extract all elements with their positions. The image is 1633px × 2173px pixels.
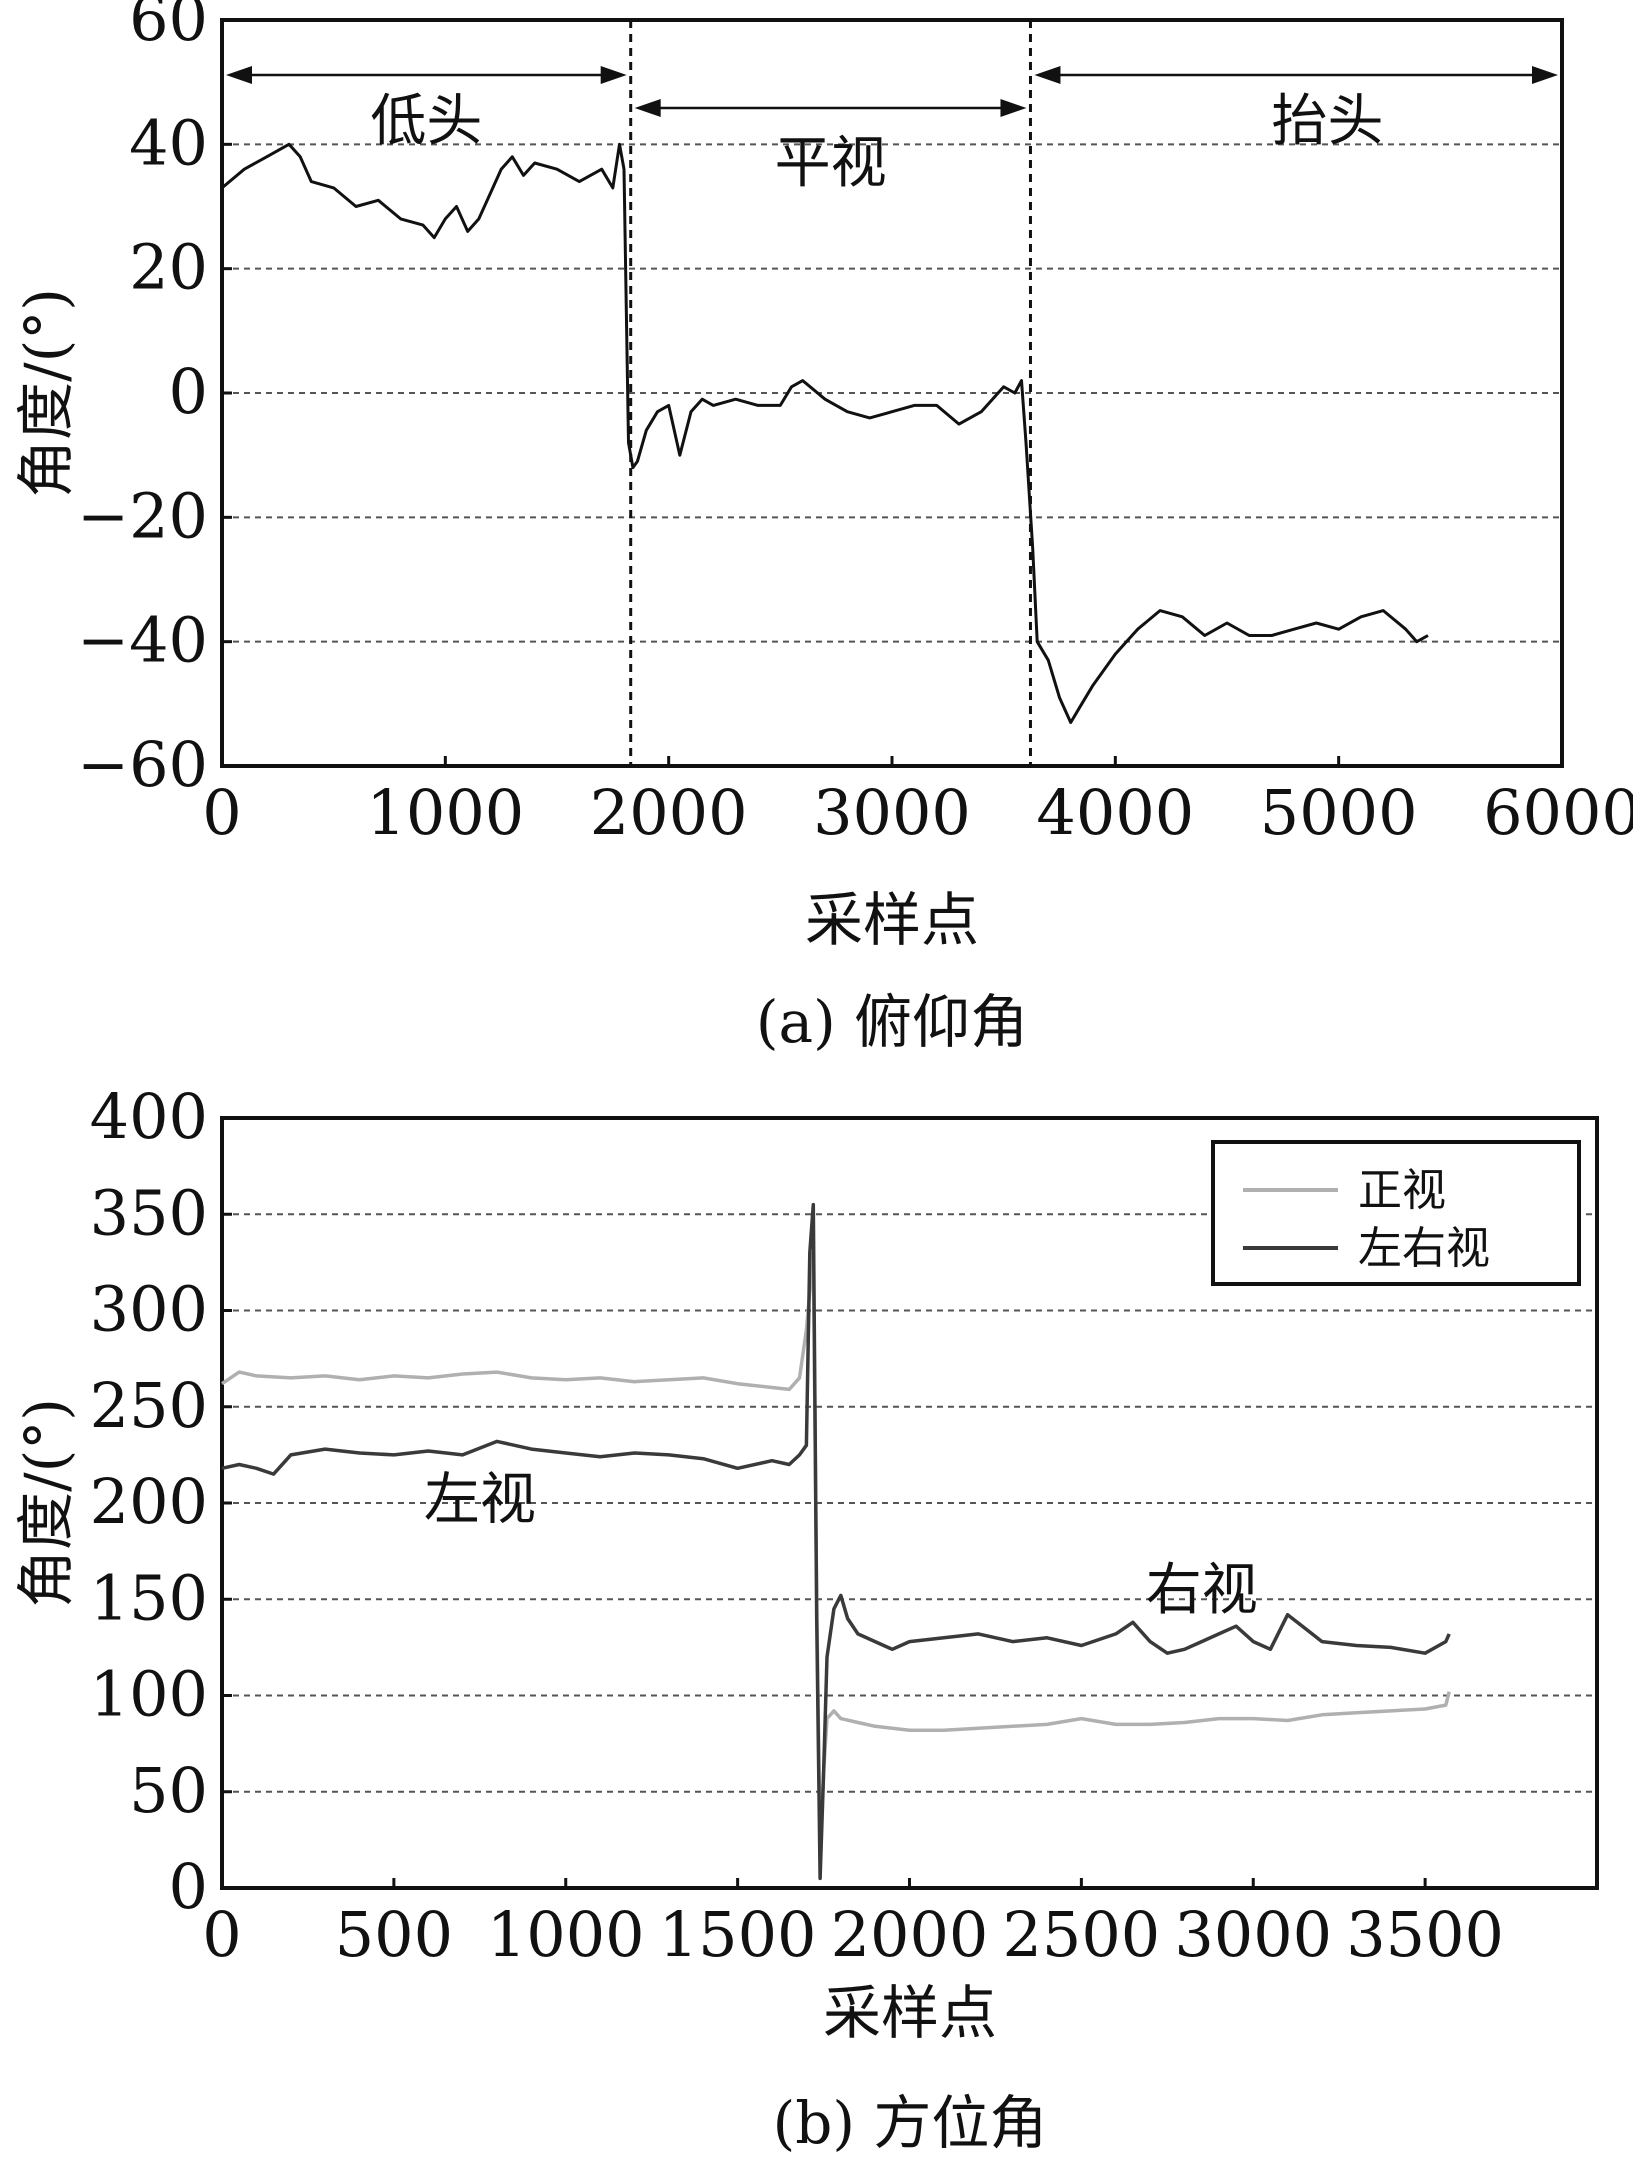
y-tick-label: −40 <box>77 604 208 677</box>
arrow-head-left <box>226 66 252 84</box>
arrow-head-right <box>600 66 627 84</box>
y-tick-label: 250 <box>90 1369 208 1442</box>
region-arrow-1 <box>634 99 1027 117</box>
arrow-head-left <box>1034 66 1061 84</box>
pitch-angle-chart: −60 −40 −20 0 20 40 60 0 1000 2000 3000 4000 5000 60… <box>12 0 1633 1056</box>
grid-a <box>222 143 1562 643</box>
y-axis-title-b: 角度/(°) <box>12 1398 80 1608</box>
region-boundaries-a <box>629 20 1032 766</box>
region-label: 抬头 <box>1272 89 1384 154</box>
y-tick-label: 200 <box>90 1465 208 1538</box>
legend-box <box>1211 1140 1581 1286</box>
x-tick-label: 3000 <box>813 776 971 849</box>
x-tick-label: 0 <box>202 1898 241 1971</box>
x-tick-label: 4000 <box>1036 776 1194 849</box>
caption-b: (b) 方位角 <box>773 2089 1048 2157</box>
series-b <box>221 1202 1451 1881</box>
x-axis-title-b: 采样点 <box>823 1979 997 2047</box>
y-tick-label: 350 <box>90 1176 208 1249</box>
region-arrow-2 <box>1034 66 1558 84</box>
x-ticks-a: 0 1000 2000 3000 4000 5000 6000 <box>202 756 1633 849</box>
grid-b <box>222 1213 1597 1793</box>
y-tick-label: −60 <box>77 728 208 801</box>
region-label: 平视 <box>775 131 887 196</box>
legend-label: 正视 <box>1358 1165 1446 1216</box>
azimuth-angle-chart: 0 50 100 150 200 250 300 350 400 0 500 1000 1500 200… <box>12 1080 1599 2157</box>
legend-label: 左右视 <box>1358 1223 1490 1274</box>
series-line-1 <box>221 1202 1451 1881</box>
y-tick-label: 20 <box>129 231 208 304</box>
series-a <box>221 142 1429 724</box>
x-tick-label: 1000 <box>487 1898 645 1971</box>
x-tick-label: 2000 <box>590 776 748 849</box>
y-tick-label: 60 <box>129 0 208 55</box>
y-tick-label: 150 <box>90 1561 208 1634</box>
y-ticks-b: 0 50 100 150 200 250 300 350 400 <box>90 1080 232 1923</box>
y-tick-label: 0 <box>169 1850 208 1923</box>
y-tick-label: 100 <box>90 1658 208 1731</box>
x-tick-label: 3500 <box>1346 1898 1504 1971</box>
y-tick-label: 400 <box>90 1080 208 1153</box>
x-ticks-b: 0 500 1000 1500 2000 2500 3000 3500 <box>202 1878 1504 1971</box>
series-line-main <box>221 142 1429 724</box>
series-annotation: 右视 <box>1146 1558 1258 1623</box>
y-tick-label: −20 <box>77 479 208 552</box>
caption-a: (a) 俯仰角 <box>756 988 1028 1056</box>
arrow-head-right <box>1532 66 1558 84</box>
series-line-0 <box>221 1251 1451 1852</box>
x-tick-label: 3000 <box>1174 1898 1332 1971</box>
y-tick-label: 50 <box>129 1754 208 1827</box>
y-tick-label: 0 <box>169 355 208 428</box>
x-tick-label: 0 <box>202 776 241 849</box>
arrow-head-left <box>634 99 661 117</box>
x-tick-label: 500 <box>335 1898 453 1971</box>
x-tick-label: 1000 <box>366 776 524 849</box>
region-label: 低头 <box>370 89 482 154</box>
x-tick-label: 5000 <box>1260 776 1418 849</box>
y-tick-label: 300 <box>90 1273 208 1346</box>
y-axis-title-a: 角度/(°) <box>12 288 80 498</box>
arrow-head-right <box>1000 99 1027 117</box>
x-tick-label: 6000 <box>1483 776 1633 849</box>
series-annotation: 左视 <box>424 1467 536 1532</box>
x-tick-label: 2000 <box>831 1898 989 1971</box>
y-tick-label: 40 <box>129 106 208 179</box>
x-tick-label: 1500 <box>659 1898 817 1971</box>
x-tick-label: 2500 <box>1002 1898 1160 1971</box>
y-ticks-a: −60 −40 −20 0 20 40 60 <box>77 0 232 801</box>
x-axis-title-a: 采样点 <box>805 886 979 954</box>
region-arrow-0 <box>226 66 627 84</box>
